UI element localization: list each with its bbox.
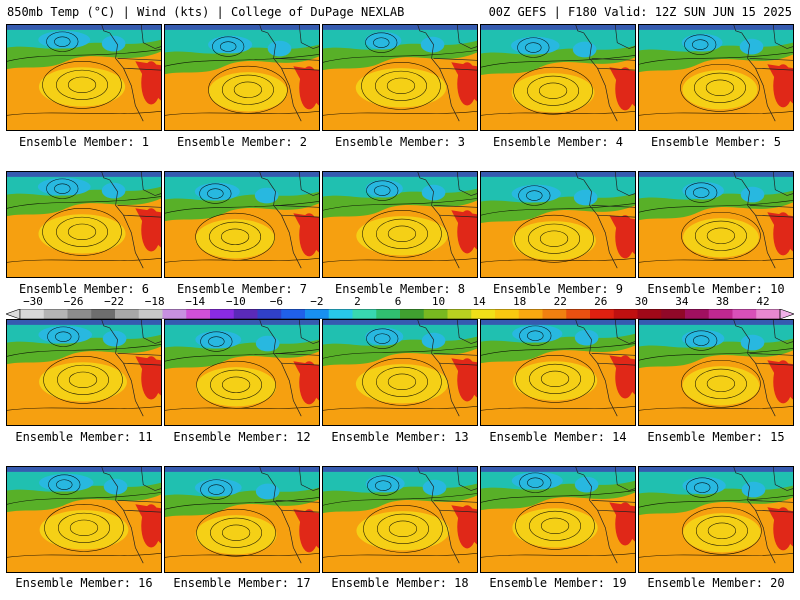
colorbar-swatch [20,309,45,319]
ensemble-member-label: Ensemble Member: 20 [647,576,785,590]
colorbar-swatch [328,309,353,319]
colorbar-swatch [613,309,638,319]
colorbar-swatch [210,309,235,319]
colorbar-swatch [352,309,377,319]
colorbar-swatch [685,309,710,319]
model-run-title: 00Z GEFS | F180 Valid: 12Z SUN JUN 15 20… [488,5,792,19]
ensemble-member-label: Ensemble Member: 9 [492,282,624,296]
colorbar-swatch [518,309,543,319]
ensemble-member-label: Ensemble Member: 4 [492,135,624,149]
colorbar-swatch [708,309,733,319]
colorbar-swatch [756,309,781,319]
colorbar-tick-label: −6 [269,295,283,308]
colorbar-tick-label: −2 [310,295,324,308]
colorbar-tick-label: −14 [185,295,206,308]
colorbar-swatch [423,309,448,319]
ensemble-member-map [480,24,636,131]
colorbar-swatch [661,309,686,319]
colorbar-tick-label: 30 [634,295,648,308]
ensemble-member-label: Ensemble Member: 1 [18,135,150,149]
ensemble-member-label: Ensemble Member: 8 [334,282,466,296]
colorbar-swatch [590,309,615,319]
ensemble-member-label: Ensemble Member: 16 [15,576,153,590]
temperature-colorbar [6,309,794,319]
ensemble-member-label: Ensemble Member: 3 [334,135,466,149]
colorbar-swatch [138,309,163,319]
colorbar-swatch [91,309,116,319]
colorbar-swatch [732,309,757,319]
ensemble-member-map [638,319,794,426]
ensemble-member-map [638,466,794,573]
ensemble-member-map [638,24,794,131]
colorbar-tick-label: 10 [431,295,446,308]
ensemble-member-label: Ensemble Member: 11 [15,430,153,444]
colorbar-tick-label: −26 [63,295,84,308]
ensemble-member-map [164,319,320,426]
ensemble-member-label: Ensemble Member: 7 [176,282,308,296]
colorbar-swatch [637,309,662,319]
ensemble-member-map [6,466,162,573]
ensemble-member-map [6,319,162,426]
ensemble-member-label: Ensemble Member: 2 [176,135,308,149]
colorbar-tick-label: 6 [394,295,402,308]
colorbar-swatch [400,309,425,319]
colorbar-tick-label: −22 [104,295,125,308]
ensemble-member-map [164,171,320,278]
colorbar-tick-label: 42 [756,295,770,308]
ensemble-member-map [322,466,478,573]
colorbar-high-arrow [779,309,794,319]
ensemble-member-map [6,24,162,131]
ensemble-member-map [322,171,478,278]
colorbar-swatch [376,309,401,319]
colorbar-swatch [67,309,92,319]
colorbar-swatch [495,309,520,319]
colorbar-swatch [115,309,140,319]
colorbar-tick-label: 22 [553,295,567,308]
colorbar-swatch [162,309,187,319]
colorbar-tick-label: 14 [472,295,486,308]
colorbar-tick-label: −10 [225,295,246,308]
ensemble-member-label: Ensemble Member: 15 [647,430,785,444]
colorbar-tick-label: −18 [144,295,165,308]
ensemble-member-map [480,319,636,426]
colorbar-swatch [471,309,496,319]
ensemble-member-label: Ensemble Member: 17 [173,576,311,590]
ensemble-member-map [322,319,478,426]
colorbar-swatch [233,309,258,319]
colorbar-outline [19,309,781,319]
colorbar-swatch [447,309,472,319]
ensemble-member-label: Ensemble Member: 13 [331,430,469,444]
ensemble-member-label: Ensemble Member: 19 [489,576,627,590]
ensemble-member-map [638,171,794,278]
colorbar-swatch [542,309,567,319]
colorbar-swatch [43,309,68,319]
colorbar-tick-label: 34 [675,295,689,308]
colorbar-swatch [566,309,591,319]
colorbar-swatch [281,309,306,319]
ensemble-member-label: Ensemble Member: 5 [650,135,782,149]
ensemble-member-map [480,171,636,278]
ensemble-member-label: Ensemble Member: 12 [173,430,311,444]
colorbar-tick-label: 38 [715,295,730,308]
ensemble-member-map [6,171,162,278]
map-title: 850mb Temp (°C) | Wind (kts) | College o… [7,5,405,19]
ensemble-member-label: Ensemble Member: 10 [647,282,785,296]
colorbar-low-arrow [6,309,21,319]
colorbar-tick-label: −30 [23,295,43,308]
ensemble-member-map [480,466,636,573]
ensemble-member-label: Ensemble Member: 14 [489,430,627,444]
colorbar-tick-label: 26 [594,295,608,308]
colorbar-swatch [257,309,282,319]
ensemble-member-map [164,24,320,131]
colorbar-swatch [305,309,330,319]
colorbar-tick-label: 2 [354,295,361,308]
ensemble-member-label: Ensemble Member: 6 [18,282,150,296]
ensemble-member-map [164,466,320,573]
colorbar-tick-label: 18 [513,295,527,308]
ensemble-member-map [322,24,478,131]
colorbar-swatch [186,309,211,319]
ensemble-member-label: Ensemble Member: 18 [331,576,469,590]
